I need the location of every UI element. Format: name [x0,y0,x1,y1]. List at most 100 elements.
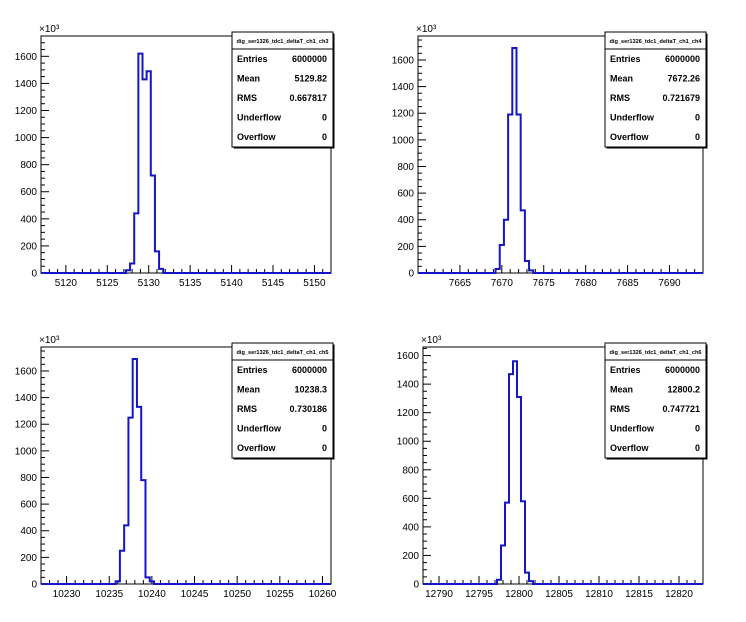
x-tick-label: 12805 [545,589,573,600]
x-tick-label: 10260 [309,589,337,600]
stats-box-frame [604,31,707,148]
x-tick-label: 10240 [138,589,166,600]
x-tick-label: 5135 [179,278,202,289]
stats-box: dig_ser1326_tdc1_deltaT_ch1_ch6 Entries 60… [604,342,708,460]
y-tick-label: 0 [408,269,414,280]
histogram-outline [41,52,331,274]
y-tick-label: 1400 [15,393,38,404]
histogram-outline [423,360,703,585]
x-tick-label: 5145 [262,278,285,289]
y-tick-label: 1600 [392,55,415,66]
stats-value: 0 [695,443,700,453]
y-multiplier-label: ×10³ [39,24,60,35]
y-tick-label: 400 [20,526,37,537]
stats-label: Entries [610,365,641,375]
stats-box-frame [231,31,334,148]
y-tick-label: 1000 [397,437,420,448]
stats-title: dig_ser1326_tdc1_deltaT_ch1_ch5 [236,350,328,356]
y-tick-label: 1600 [15,366,38,377]
y-tick-label: 1600 [15,52,38,63]
y-tick-label: 1400 [15,79,38,90]
x-axis: 10230 10235 10240 10245 10250 10255 10260 [40,576,337,600]
y-multiplier-label: ×10³ [39,335,60,346]
y-axis: 0 200 400 600 800 1000 1200 1400 1600 [15,350,49,591]
y-tick-label: 1400 [397,380,420,391]
x-tick-label: 5150 [303,278,326,289]
y-tick-label: 600 [397,189,414,200]
stats-value: 5129.82 [294,73,327,83]
histogram-bin [143,79,147,273]
y-tick-label: 800 [20,473,37,484]
x-tick-label: 7690 [658,278,681,289]
stats-label: Overflow [237,132,277,142]
stats-value: 0.667817 [289,93,327,103]
y-tick-label: 1000 [15,446,38,457]
stats-box-frame [231,342,334,459]
x-tick-label: 10255 [266,589,294,600]
y-tick-label: 1000 [392,135,415,146]
y-tick-label: 200 [20,553,37,564]
x-tick-label: 12810 [585,589,613,600]
y-tick-label: 800 [20,160,37,171]
x-tick-label: 7675 [533,278,556,289]
y-tick-label: 1200 [15,420,38,431]
stats-value: 6000000 [292,365,327,375]
y-tick-label: 1200 [15,106,38,117]
y-tick-label: 400 [20,214,37,225]
stats-label: Entries [237,54,268,64]
stats-label: Entries [237,365,268,375]
stats-label: RMS [237,404,257,414]
x-tick-label: 7680 [575,278,598,289]
histogram-outline [41,357,331,585]
x-tick-label: 7670 [491,278,514,289]
stats-box: dig_ser1326_tdc1_deltaT_ch1_ch5 Entries 60… [231,342,335,460]
stats-label: Mean [237,384,260,394]
x-axis: 5120 5125 5130 5135 5140 5145 5150 [40,265,332,289]
stats-value: 0 [322,132,327,142]
stats-value: 6000000 [665,54,700,64]
stats-value: 0.747721 [662,404,700,414]
y-tick-label: 1600 [397,351,420,362]
y-tick-label: 400 [397,215,414,226]
stats-value: 7672.26 [667,73,700,83]
x-tick-label: 10230 [53,589,81,600]
stats-label: Entries [610,54,641,64]
y-tick-label: 200 [20,241,37,252]
y-tick-label: 1200 [392,109,415,120]
y-tick-label: 0 [413,580,419,591]
stats-box: dig_ser1326_tdc1_deltaT_ch1_ch3 Entries 60… [231,31,335,149]
y-tick-label: 600 [402,494,419,505]
x-tick-label: 5140 [220,278,243,289]
x-tick-label: 12815 [625,589,653,600]
stats-label: RMS [610,404,630,414]
y-tick-label: 400 [402,522,419,533]
y-tick-label: 1000 [15,133,38,144]
stats-box-frame [604,342,707,459]
stats-value: 0 [695,424,700,434]
y-multiplier-label: ×10³ [416,24,437,35]
y-tick-label: 600 [20,187,37,198]
stats-title: dig_ser1326_tdc1_deltaT_ch1_ch3 [236,39,328,45]
y-tick-label: 800 [402,465,419,476]
stats-value: 12800.2 [667,384,700,394]
stats-box: dig_ser1326_tdc1_deltaT_ch1_ch4 Entries 60… [604,31,708,149]
y-tick-label: 600 [20,500,37,511]
y-tick-label: 800 [397,162,414,173]
y-tick-label: 200 [402,551,419,562]
stats-value: 0 [322,424,327,434]
y-tick-label: 0 [31,269,37,280]
stats-value: 6000000 [665,365,700,375]
stats-label: Underflow [237,113,282,123]
stats-value: 0.721679 [662,93,700,103]
x-tick-label: 12800 [505,589,533,600]
stats-label: Mean [237,73,260,83]
x-tick-label: 12820 [665,589,693,600]
x-tick-label: 5125 [96,278,119,289]
y-axis: 0 200 400 600 800 1000 1200 1400 1600 [397,347,431,591]
stats-title: dig_ser1326_tdc1_deltaT_ch1_ch4 [609,39,702,45]
stats-label: Overflow [610,132,650,142]
x-tick-label: 10250 [223,589,251,600]
x-tick-label: 10245 [181,589,209,600]
